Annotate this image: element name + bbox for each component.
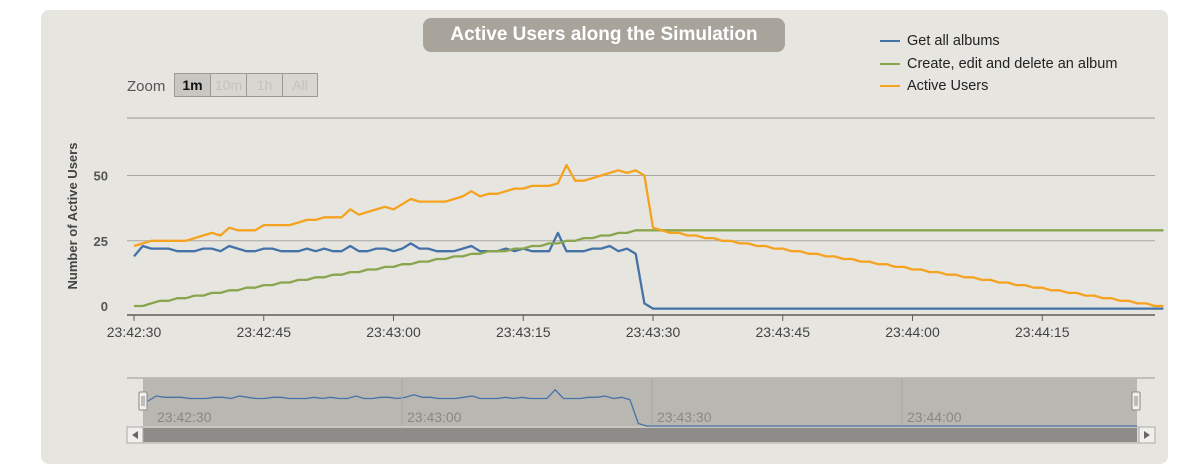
navigator-tick-label: 23:43:30 [657,409,712,425]
series-line-1 [134,229,1164,308]
x-tick-label: 23:43:15 [496,324,551,340]
legend-item-create-edit-delete[interactable]: Create, edit and delete an album [880,53,1117,76]
navigator-tick-label: 23:44:00 [907,409,962,425]
x-tick-label: 23:42:30 [107,324,162,340]
zoom-button-group: 1m 10m 1h All [174,73,318,97]
zoom-label: Zoom [127,78,166,95]
scrollbar-thumb[interactable] [143,428,1137,442]
legend-swatch [880,62,900,65]
legend-item-get-all-albums[interactable]: Get all albums [880,30,1117,53]
x-tick-label: 23:44:15 [1015,324,1070,340]
series-line-0 [133,231,1164,310]
legend-label: Create, edit and delete an album [907,55,1118,72]
legend-label: Get all albums [907,33,1000,50]
y-tick-label: 0 [101,299,108,314]
chevron-right-icon [1144,431,1150,439]
y-axis-title: Number of Active Users [65,143,80,290]
legend-item-active-users[interactable]: Active Users [880,75,1117,98]
navigator-tick-label: 23:43:00 [407,409,462,425]
x-tick-label: 23:43:30 [626,324,681,340]
navigator-left-handle[interactable] [138,391,148,411]
legend-swatch [880,40,900,43]
zoom-10m-button[interactable]: 10m [210,73,246,97]
legend-label: Active Users [907,78,989,95]
zoom-1h-button[interactable]: 1h [246,73,282,97]
chart-title: Active Users along the Simulation [423,18,785,52]
navigator-right-handle[interactable] [1131,391,1141,411]
chevron-left-icon [132,431,138,439]
zoom-1m-button[interactable]: 1m [174,73,210,97]
y-tick-label: 25 [94,234,108,249]
x-tick-label: 23:43:45 [756,324,811,340]
zoom-all-button[interactable]: All [282,73,318,97]
x-tick-label: 23:42:45 [237,324,292,340]
series-line-2 [133,163,1164,308]
x-tick-label: 23:43:00 [366,324,421,340]
navigator-tick-label: 23:42:30 [157,409,212,425]
x-tick-label: 23:44:00 [885,324,940,340]
navigator-mask [143,378,1137,426]
legend-swatch [880,85,900,88]
y-tick-label: 50 [94,169,108,184]
legend: Get all albums Create, edit and delete a… [880,30,1117,98]
navigator-series-line [147,388,1137,427]
